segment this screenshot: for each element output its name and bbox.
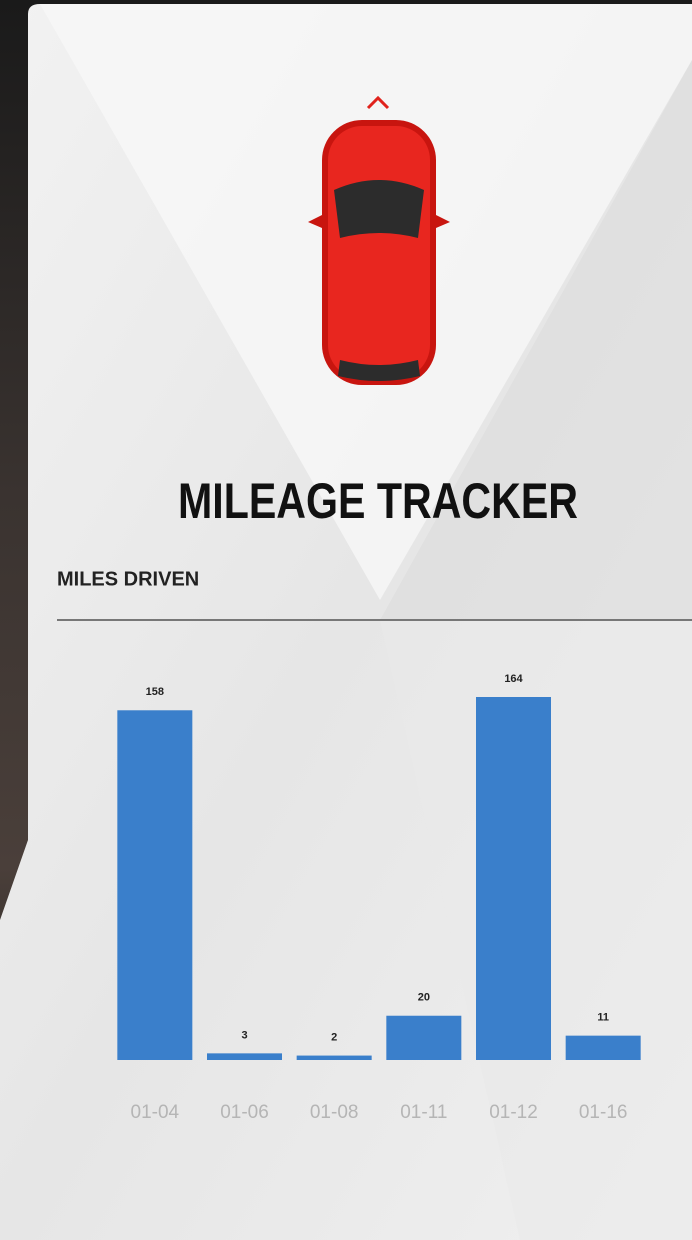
value-label: 11 [597,1012,609,1024]
screen: MILEAGE TRACKER MILES DRIVEN 01-04 158 01-… [0,0,692,1240]
x-tick-label: 01-12 [489,1102,538,1123]
x-tick-label: 01-08 [310,1102,359,1123]
page: MILEAGE TRACKER MILES DRIVEN 01-04 158 01-… [0,0,692,1240]
value-label: 20 [418,992,430,1004]
bar [297,1056,372,1060]
value-label: 3 [241,1029,247,1041]
bar [207,1053,282,1060]
page-title: MILEAGE TRACKER [178,473,578,529]
bar [386,1016,461,1060]
x-tick-label: 01-06 [220,1102,269,1123]
value-label: 2 [331,1031,337,1043]
bar [117,710,192,1060]
value-label: 164 [504,673,523,685]
chart-title: MILES DRIVEN [57,568,199,590]
bar [566,1036,641,1060]
value-label: 158 [146,686,164,698]
car-icon [308,98,450,385]
x-tick-label: 01-16 [579,1102,628,1123]
x-tick-label: 01-11 [400,1102,447,1123]
x-tick-label: 01-04 [131,1102,180,1123]
bar [476,697,551,1060]
